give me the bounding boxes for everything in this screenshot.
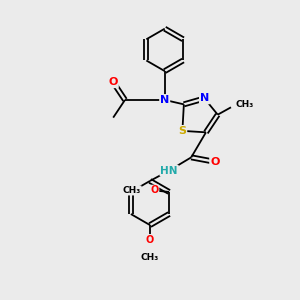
Text: O: O: [150, 185, 158, 196]
Text: N: N: [200, 94, 209, 103]
Text: HN: HN: [160, 166, 178, 176]
Text: O: O: [210, 157, 220, 167]
Text: O: O: [146, 235, 154, 245]
Text: CH₃: CH₃: [236, 100, 253, 109]
Text: N: N: [160, 95, 169, 105]
Text: CH₃: CH₃: [141, 253, 159, 262]
Text: S: S: [178, 126, 186, 136]
Text: CH₃: CH₃: [123, 186, 141, 195]
Text: O: O: [109, 77, 118, 87]
